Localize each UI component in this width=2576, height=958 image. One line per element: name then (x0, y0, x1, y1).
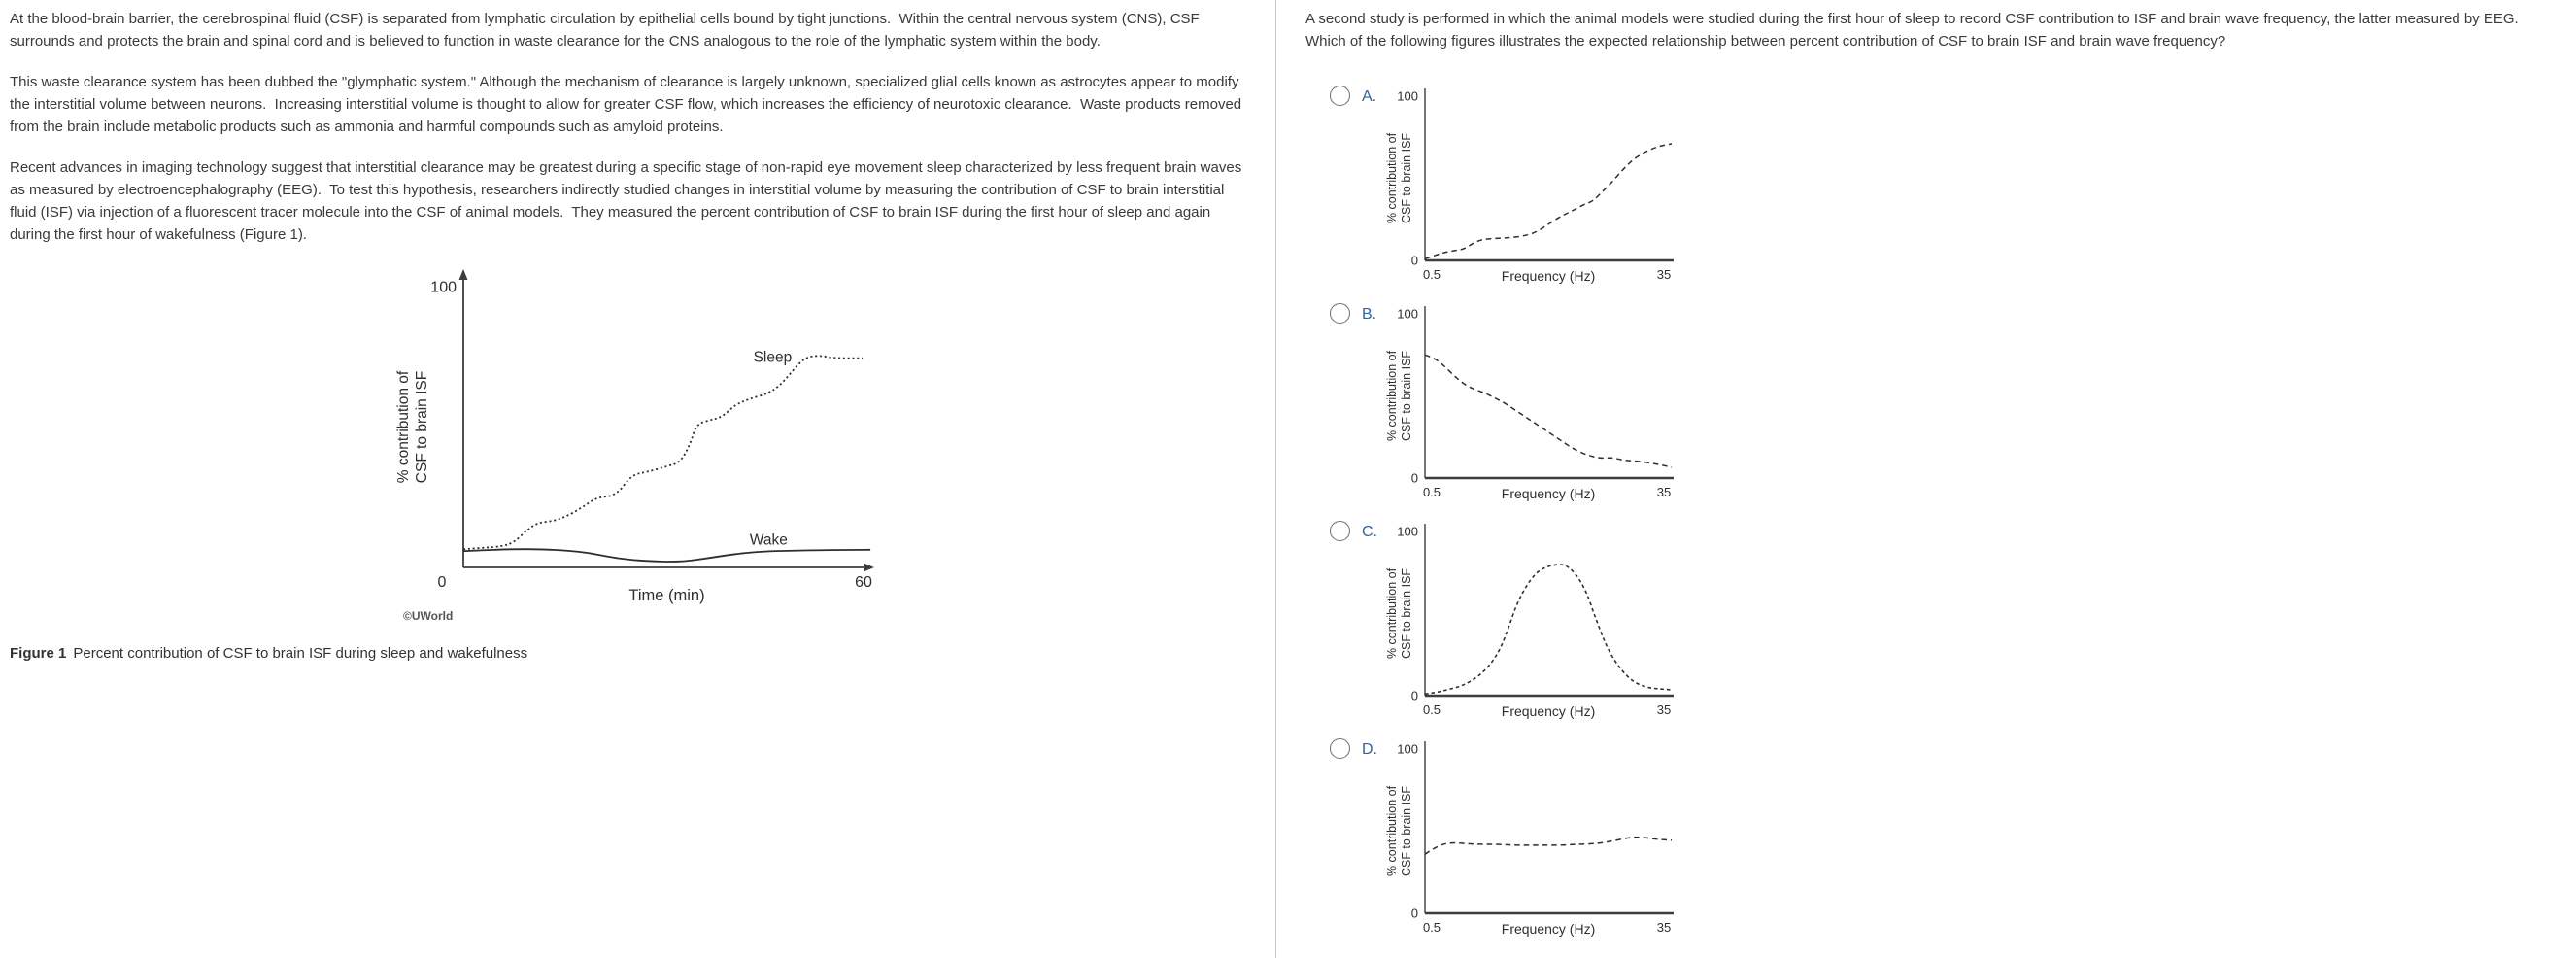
figure-caption-label: Figure 1 (10, 645, 67, 662)
choice-a-chart: 100 0 0.5 35 Frequency (Hz) % contribution of… (1385, 88, 1674, 284)
svg-text:100: 100 (1397, 742, 1418, 757)
question-panel: A second study is performed in which the… (1276, 0, 2576, 958)
svg-text:Frequency (Hz): Frequency (Hz) (1502, 268, 1595, 284)
passage-paragraph-2: This waste clearance system has been dub… (10, 74, 1246, 135)
passage-paragraph-1: At the blood-brain barrier, the cerebros… (10, 11, 1203, 50)
svg-text:Frequency (Hz): Frequency (Hz) (1502, 703, 1595, 719)
svg-text:% contribution of: % contribution of (1385, 350, 1399, 441)
choice-c-chart: 100 0 0.5 35 Frequency (Hz) % contribution of… (1385, 524, 1674, 719)
answer-choice-d: D. 100 0 0.5 35 Frequency (Hz) % contribution… (1305, 737, 2564, 939)
svg-text:Frequency (Hz): Frequency (Hz) (1502, 921, 1595, 937)
svg-text:Sleep: Sleep (754, 350, 793, 366)
svg-text:0: 0 (1411, 471, 1418, 486)
choice-letter-a: A. (1362, 88, 1377, 105)
choice-d-chart: 100 0 0.5 35 Frequency (Hz) % contribution of… (1385, 741, 1674, 937)
radio-button-c[interactable] (1330, 521, 1350, 541)
figure-caption-text: Percent contribution of CSF to brain ISF… (73, 645, 528, 662)
choice-letter-c: C. (1362, 524, 1377, 540)
radio-button-b[interactable] (1330, 303, 1350, 324)
choice-letter-d: D. (1362, 741, 1377, 758)
svg-text:0.5: 0.5 (1423, 702, 1441, 717)
svg-text:0.5: 0.5 (1423, 485, 1441, 499)
svg-text:35: 35 (1657, 267, 1671, 282)
svg-text:CSF to brain ISF: CSF to brain ISF (1400, 351, 1413, 441)
answer-choice-c: C. 100 0 0.5 35 Frequency (Hz) % contribution… (1305, 520, 2564, 721)
svg-text:CSF to brain ISF: CSF to brain ISF (414, 371, 430, 483)
svg-text:0: 0 (1411, 907, 1418, 921)
choice-b-chart: 100 0 0.5 35 Frequency (Hz) % contribution of… (1385, 306, 1674, 501)
svg-text:CSF to brain ISF: CSF to brain ISF (1400, 786, 1413, 876)
passage-panel: At the blood-brain barrier, the cerebros… (0, 0, 1276, 958)
svg-text:CSF to brain ISF: CSF to brain ISF (1400, 568, 1413, 659)
radio-button-d[interactable] (1330, 738, 1350, 759)
svg-text:0: 0 (438, 574, 447, 591)
svg-text:Time (min): Time (min) (628, 587, 704, 604)
svg-text:0.5: 0.5 (1423, 267, 1441, 282)
svg-text:% contribution of: % contribution of (1385, 132, 1399, 223)
svg-text:©UWorld: ©UWorld (403, 609, 453, 623)
answer-choices: A. 100 0 0.5 35 Frequency (Hz) % contribution… (1305, 85, 2564, 939)
svg-text:100: 100 (1397, 525, 1418, 539)
figure-caption: Figure 1 Percent contribution of CSF to b… (10, 645, 1262, 662)
radio-button-a[interactable] (1330, 86, 1350, 106)
figure1-container: 100 0 60 Time (min) % contribution of CSF to … (384, 264, 1262, 641)
svg-text:100: 100 (1397, 307, 1418, 322)
svg-text:% contribution of: % contribution of (395, 370, 412, 483)
svg-text:0: 0 (1411, 254, 1418, 268)
svg-text:60: 60 (855, 574, 872, 591)
answer-choice-b: B. 100 0 0.5 35 Frequency (Hz) % contribution… (1305, 302, 2564, 503)
svg-text:Frequency (Hz): Frequency (Hz) (1502, 486, 1595, 501)
svg-text:35: 35 (1657, 702, 1671, 717)
svg-text:Wake: Wake (750, 532, 788, 549)
passage-paragraph-3: Recent advances in imaging technology su… (10, 159, 1246, 243)
svg-text:0: 0 (1411, 689, 1418, 703)
svg-text:% contribution of: % contribution of (1385, 785, 1399, 876)
svg-text:100: 100 (1397, 89, 1418, 104)
svg-text:35: 35 (1657, 920, 1671, 935)
svg-text:100: 100 (430, 280, 457, 296)
choice-letter-b: B. (1362, 306, 1377, 323)
svg-text:0.5: 0.5 (1423, 920, 1441, 935)
svg-text:CSF to brain ISF: CSF to brain ISF (1400, 133, 1413, 223)
svg-text:35: 35 (1657, 485, 1671, 499)
svg-text:% contribution of: % contribution of (1385, 567, 1399, 659)
answer-choice-a: A. 100 0 0.5 35 Frequency (Hz) % contribution… (1305, 85, 2564, 286)
question-text: A second study is performed in which the… (1305, 11, 2527, 50)
figure1-chart: 100 0 60 Time (min) % contribution of CSF to … (395, 269, 874, 623)
